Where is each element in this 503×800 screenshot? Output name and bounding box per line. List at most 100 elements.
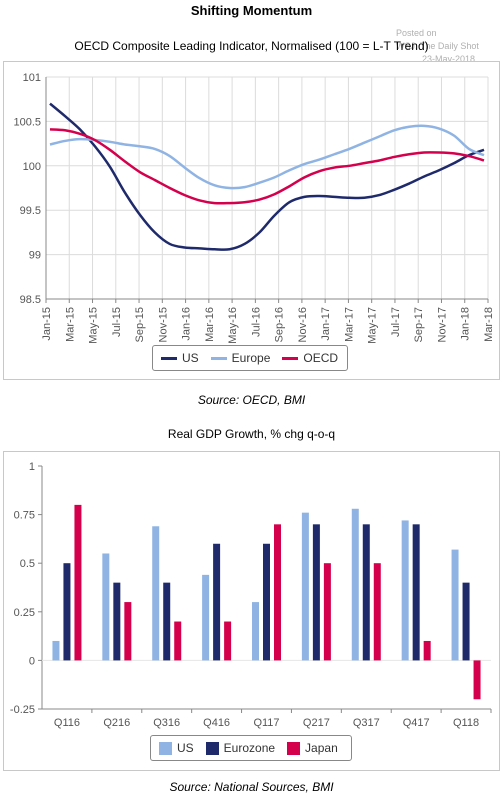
bar-us-q117 <box>252 602 259 661</box>
x-tick-label: Jul-16 <box>250 307 262 337</box>
stamp-line-1: Posted on <box>396 28 437 38</box>
bar-us-q118 <box>451 549 459 661</box>
bar-japan-q118 <box>473 660 481 700</box>
x-tick-label: Sep-16 <box>274 307 286 342</box>
x-tick-label: Sep-15 <box>134 307 146 342</box>
bar-us-q317 <box>351 508 359 661</box>
bar-us-q316 <box>152 526 160 661</box>
x-tick-label: Q317 <box>353 717 380 729</box>
cli-chart-panel: 98.5 99 99.5 100 100.5 101 Jan-15 Mar-15 May-15 J… <box>3 61 500 380</box>
x-tick-label: Mar-18 <box>483 307 495 342</box>
bar-japan-q117 <box>274 524 281 661</box>
x-tick-label: Q217 <box>303 717 330 729</box>
stamp-line-2: WSJ: The Daily Shot <box>396 41 479 51</box>
europe-line-swatch <box>210 356 227 360</box>
bar-us-q217 <box>301 512 309 661</box>
x-tick-label: Mar-17 <box>343 307 355 342</box>
bar-us-q216 <box>102 553 110 661</box>
page-title: Shifting Momentum <box>190 3 313 18</box>
bar-japan-q416 <box>224 621 232 661</box>
legend-item-europe: Europe <box>210 351 271 365</box>
us-bar-swatch <box>159 741 172 755</box>
x-tick-label: Q416 <box>203 717 230 729</box>
x-tick-label: Nov-17 <box>436 307 448 342</box>
x-tick-label: Mar-15 <box>64 307 76 342</box>
y-tick-label: 98.5 <box>20 294 41 306</box>
japan-bar-swatch <box>287 741 301 755</box>
y-tick-label: 0 <box>29 655 35 667</box>
eurozone-bar-swatch <box>205 741 219 755</box>
legend-label-us: US <box>182 351 199 365</box>
stamp-line-3: 23-May-2018 <box>422 54 476 64</box>
y-tick-label: 0.25 <box>14 607 35 619</box>
bar-eurozone-q116 <box>63 563 71 661</box>
gdp-bar-chart: -0.25 0 0.25 0.5 0.75 1 Q116 Q216 Q316 Q416 Q117 Q2… <box>10 461 492 729</box>
legend-item-eurozone: Eurozone <box>205 741 276 755</box>
y-tick-label: 1 <box>29 461 35 473</box>
bar-us-q416 <box>202 574 210 661</box>
x-tick-label: Jan-15 <box>41 307 53 341</box>
legend-label-oecd: OECD <box>303 351 339 365</box>
series-line-oecd <box>49 128 485 205</box>
x-tick-label: Nov-15 <box>157 307 169 342</box>
x-tick-label: Jan-17 <box>320 307 332 341</box>
legend-item-japan: Japan <box>287 741 338 755</box>
gdp-legend: US Eurozone Japan <box>150 735 352 761</box>
y-tick-label: 99.5 <box>20 205 41 217</box>
y-tick-label: 100.5 <box>13 116 41 128</box>
bar-eurozone-q316 <box>163 582 171 661</box>
x-tick-label: May-15 <box>88 307 100 344</box>
oecd-line-swatch <box>282 356 299 360</box>
bar-us-q417 <box>401 520 409 661</box>
x-tick-label: Q316 <box>153 717 180 729</box>
series-line-europe <box>49 124 485 190</box>
y-tick-label: -0.25 <box>10 704 35 716</box>
x-tick-label: Jul-17 <box>390 307 402 337</box>
cli-line-chart: 98.5 99 99.5 100 100.5 101 Jan-15 Mar-15 May-15 J… <box>13 72 495 344</box>
bar-japan-q316 <box>174 621 182 661</box>
gdp-source: Source: National Sources, BMI <box>169 780 334 794</box>
legend-label-europe: Europe <box>231 351 271 365</box>
x-tick-label: Q117 <box>253 717 279 729</box>
x-tick-label: Jan-18 <box>460 307 472 341</box>
legend-item-us: US <box>159 741 194 755</box>
cli-legend: US Europe OECD <box>152 345 348 371</box>
cli-chart-title: OECD Composite Leading Indicator, Normal… <box>74 39 429 53</box>
x-tick-label: Q118 <box>453 717 479 729</box>
gdp-chart-title: Real GDP Growth, % chg q-o-q <box>167 427 336 441</box>
bar-japan-q116 <box>74 504 82 661</box>
bar-japan-q217 <box>323 563 331 661</box>
bar-eurozone-q217 <box>312 524 320 661</box>
legend-label-eurozone: Eurozone <box>223 741 276 755</box>
cli-source: Source: OECD, BMI <box>197 393 306 407</box>
x-tick-label: Q417 <box>403 717 430 729</box>
series-line-us <box>49 102 485 251</box>
y-tick-label: 0.75 <box>14 510 35 522</box>
bar-eurozone-q216 <box>113 582 121 661</box>
legend-item-us: US <box>161 351 199 365</box>
legend-item-oecd: OECD <box>282 351 338 365</box>
bar-eurozone-q416 <box>213 543 221 661</box>
bar-eurozone-q317 <box>362 524 370 661</box>
legend-label-japan: Japan <box>305 741 338 755</box>
y-tick-label: 101 <box>23 72 41 84</box>
bar-japan-q317 <box>373 563 381 661</box>
legend-label-us: US <box>177 741 194 755</box>
bar-japan-q417 <box>423 640 431 661</box>
gdp-chart-panel: -0.25 0 0.25 0.5 0.75 1 Q116 Q216 Q316 Q416 Q117 Q2… <box>3 451 500 771</box>
bar-eurozone-q417 <box>412 524 420 661</box>
y-tick-label: 99 <box>29 250 41 262</box>
y-tick-label: 100 <box>23 161 41 173</box>
x-tick-label: May-16 <box>227 307 239 344</box>
bar-japan-q216 <box>124 602 132 661</box>
us-line-swatch <box>161 356 177 360</box>
bar-eurozone-q117 <box>263 543 270 661</box>
posted-stamp: Posted on WSJ: The Daily Shot 23-May-201… <box>396 27 479 66</box>
x-tick-label: Q216 <box>103 717 130 729</box>
bar-eurozone-q118 <box>462 582 470 661</box>
x-tick-label: Jan-16 <box>181 307 193 341</box>
y-tick-label: 0.5 <box>20 558 35 570</box>
x-tick-label: Q116 <box>54 717 80 729</box>
x-tick-label: May-17 <box>367 307 379 344</box>
x-tick-label: Jul-15 <box>111 307 123 337</box>
